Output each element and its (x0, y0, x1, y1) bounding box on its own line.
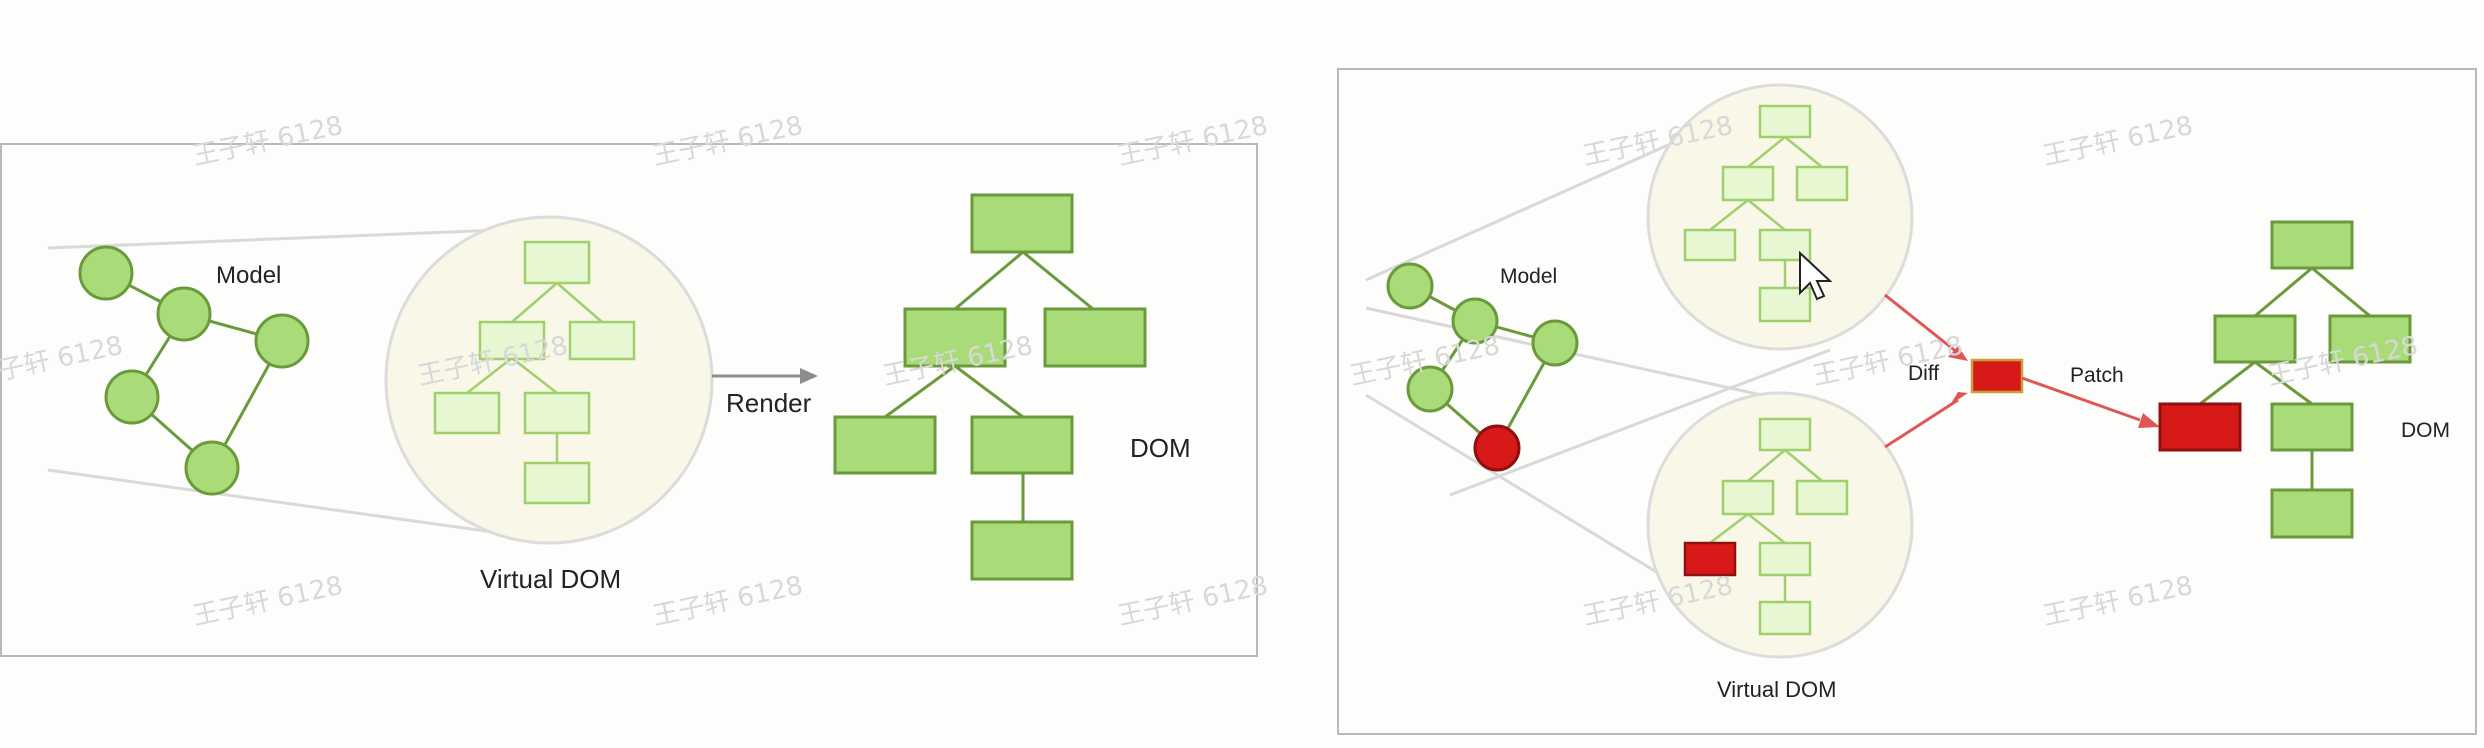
new-virtual-dom-tree (1683, 417, 1849, 636)
right-dom-tree (2158, 220, 2412, 539)
dom-node (970, 415, 1074, 475)
right-dom-label: DOM (2401, 419, 2450, 442)
model-node (1406, 365, 1454, 413)
patched-dom-node (2158, 402, 2242, 452)
watermark-text: 王子轩 6128 (1115, 111, 1270, 172)
old-virtual-dom-tree (1683, 104, 1849, 323)
watermark-text: 王子轩 6128 (1810, 331, 1965, 392)
right-model-label: Model (1500, 265, 1557, 288)
left-virtual-dom-label: Virtual DOM (480, 564, 621, 594)
model-node (1531, 319, 1579, 367)
left-virtual-dom-tree (433, 240, 636, 505)
dom-node (970, 193, 1074, 254)
left-dom-label: DOM (1130, 433, 1191, 463)
left-model-label: Model (216, 262, 281, 289)
dom-node (833, 415, 937, 475)
vdom-node (523, 391, 591, 435)
model-node (184, 440, 240, 496)
watermark-text: 王子轩 6128 (190, 111, 345, 172)
dom-node (2270, 220, 2354, 270)
model-node (254, 313, 310, 369)
render-label: Render (726, 388, 812, 418)
left-zoom-lines (47, 226, 551, 542)
dom-node (970, 520, 1074, 581)
vdom-node (1721, 479, 1775, 516)
model-node (104, 369, 160, 425)
mouse-cursor-icon (1799, 250, 1833, 301)
old-virtual-dom-bubble (1646, 83, 1914, 351)
watermark-text: 王子轩 6128 (650, 111, 805, 172)
render-arrow (712, 368, 818, 384)
left-dom-tree (833, 193, 1147, 581)
watermark-text: 王子轩 6128 (0, 331, 126, 392)
vdom-node (523, 461, 591, 505)
dom-node (2328, 314, 2412, 364)
watermark-text: 王子轩 6128 (2040, 571, 2195, 632)
vdom-node (1683, 228, 1737, 262)
model-node (1386, 262, 1434, 310)
vdom-node (478, 320, 546, 361)
vdom-node (1758, 600, 1812, 636)
changed-vdom-node (1683, 541, 1737, 577)
diff-arrowhead (1948, 346, 1968, 361)
new-virtual-dom-bubble (1646, 391, 1914, 659)
vdom-node (1758, 541, 1812, 577)
diff-result-node (1970, 358, 2024, 394)
model-node (78, 245, 134, 301)
vdom-node (433, 391, 501, 435)
vdom-node (523, 240, 591, 285)
patch-label: Patch (2070, 364, 2124, 387)
vdom-node (1721, 165, 1775, 202)
vdom-node (568, 320, 636, 361)
dom-node (903, 307, 1007, 368)
dom-node (2270, 488, 2354, 539)
dom-node (1043, 307, 1147, 368)
left-model-graph (78, 245, 310, 496)
vdom-node (1758, 417, 1812, 452)
left-virtual-dom-bubble (384, 215, 714, 545)
vdom-node (1758, 286, 1812, 323)
vdom-node (1795, 165, 1849, 202)
dom-node (2270, 402, 2354, 452)
diff-arrows (1884, 293, 1959, 449)
watermark-text: 王子轩 6128 (2040, 111, 2195, 172)
watermark-layer: 王子轩 6128 王子轩 6128 王子轩 6128 王子轩 6128 王子轩 … (0, 111, 2421, 632)
vdom-node (1758, 104, 1812, 139)
diff-label: Diff (1908, 362, 1939, 385)
watermark-text: 王子轩 6128 (650, 571, 805, 632)
right-virtual-dom-label: Virtual DOM (1717, 677, 1836, 702)
changed-model-node (1473, 424, 1521, 472)
right-model-graph (1386, 262, 1579, 472)
model-node (156, 286, 212, 342)
vdom-node (1795, 479, 1849, 516)
dom-node (2213, 314, 2297, 364)
vdom-node (1758, 228, 1812, 262)
watermark-text: 王子轩 6128 (190, 571, 345, 632)
watermark-text: 王子轩 6128 (1115, 571, 1270, 632)
diff-arrowhead (1950, 392, 1968, 405)
model-node (1451, 297, 1499, 345)
patch-arrow (2021, 376, 2160, 428)
